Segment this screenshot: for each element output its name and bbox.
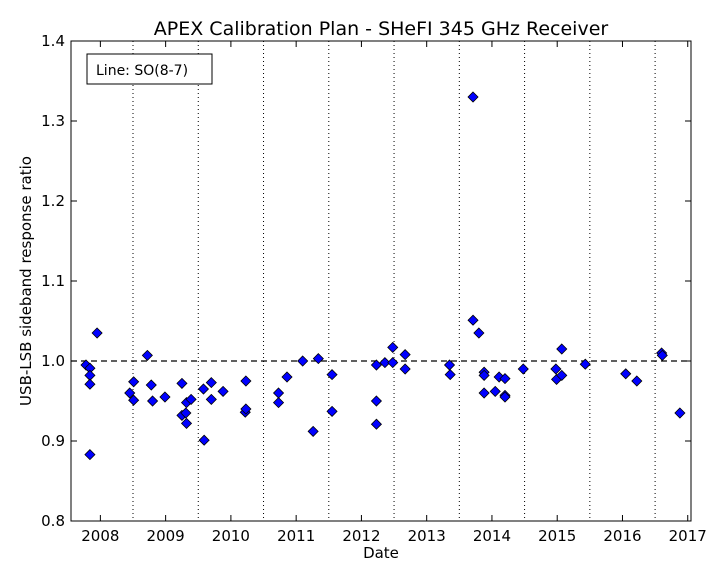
data-point (556, 343, 568, 355)
data-point (205, 377, 217, 389)
data-point (128, 376, 140, 388)
y-tick-label: 0.8 (41, 512, 65, 530)
data-point (281, 371, 293, 383)
x-tick-label: 2017 (669, 527, 707, 545)
data-point (399, 349, 411, 361)
x-tick-label: 2009 (147, 527, 185, 545)
y-axis-label: USB-LSB sideband response ratio (17, 156, 35, 406)
data-point (198, 434, 210, 446)
data-point (370, 418, 382, 430)
data-point (91, 327, 103, 339)
legend-box (86, 53, 213, 85)
data-point (478, 387, 490, 399)
data-point (467, 314, 479, 326)
data-point (326, 369, 338, 381)
data-point (145, 379, 157, 391)
y-tick-label: 1.0 (41, 352, 65, 370)
data-point (579, 358, 591, 370)
x-axis-ticks: 2008 2009 2010 2011 2012 2013 2014 2015 2016 2017 (81, 41, 707, 545)
y-tick-label: 1.4 (41, 32, 65, 50)
data-point (197, 383, 210, 395)
data-point (180, 417, 193, 429)
data-point (656, 349, 668, 361)
data-point (370, 359, 382, 371)
vertical-grid-lines (132, 41, 656, 521)
data-point (159, 391, 171, 403)
chart-title: APEX Calibration Plan - SHeFI 345 GHz Re… (154, 18, 609, 40)
data-point (473, 327, 485, 339)
x-axis-label: Date (363, 544, 399, 562)
data-point (124, 387, 136, 399)
data-point (379, 357, 391, 369)
x-tick-label: 2014 (473, 527, 511, 545)
data-point (478, 369, 490, 381)
x-tick-label: 2012 (342, 527, 380, 545)
data-point (517, 363, 529, 375)
data-point (307, 425, 319, 437)
data-point (556, 369, 568, 381)
data-point (620, 368, 632, 380)
data-point (399, 363, 411, 375)
data-point (141, 349, 153, 361)
y-tick-label: 0.9 (41, 432, 65, 450)
data-point (370, 395, 382, 407)
data-points (80, 91, 686, 461)
data-point (387, 341, 399, 353)
data-point (467, 91, 479, 103)
data-point (128, 394, 140, 406)
data-point (185, 393, 197, 405)
y-tick-label: 1.1 (41, 272, 65, 290)
data-point (674, 407, 686, 419)
y-axis-ticks: 0.8 0.9 1.0 1.1 1.2 1.3 1.4 (41, 32, 691, 530)
data-point (297, 355, 309, 367)
legend: Line: SO(8-7) (86, 53, 213, 85)
data-point (489, 385, 501, 397)
x-tick-label: 2010 (212, 527, 250, 545)
data-point (240, 403, 252, 415)
data-point (84, 449, 96, 461)
data-point (180, 407, 192, 419)
x-tick-label: 2015 (538, 527, 576, 545)
legend-text: Line: SO(8-7) (96, 63, 188, 79)
x-tick-label: 2013 (408, 527, 446, 545)
data-point (312, 353, 324, 365)
data-point (205, 393, 217, 405)
data-point (147, 395, 159, 407)
data-point (499, 391, 511, 403)
data-point (499, 373, 511, 385)
x-tick-label: 2011 (277, 527, 315, 545)
data-point (387, 357, 399, 369)
data-point (550, 363, 562, 375)
data-point (240, 375, 252, 387)
data-point (326, 405, 338, 417)
data-point (176, 377, 188, 389)
data-point (631, 375, 643, 387)
data-point (444, 369, 456, 381)
y-tick-label: 1.2 (41, 192, 65, 210)
x-tick-label: 2016 (603, 527, 641, 545)
y-tick-label: 1.3 (41, 112, 65, 130)
x-tick-label: 2008 (81, 527, 119, 545)
data-point (84, 378, 96, 390)
data-point (272, 397, 285, 409)
data-point (217, 385, 229, 397)
